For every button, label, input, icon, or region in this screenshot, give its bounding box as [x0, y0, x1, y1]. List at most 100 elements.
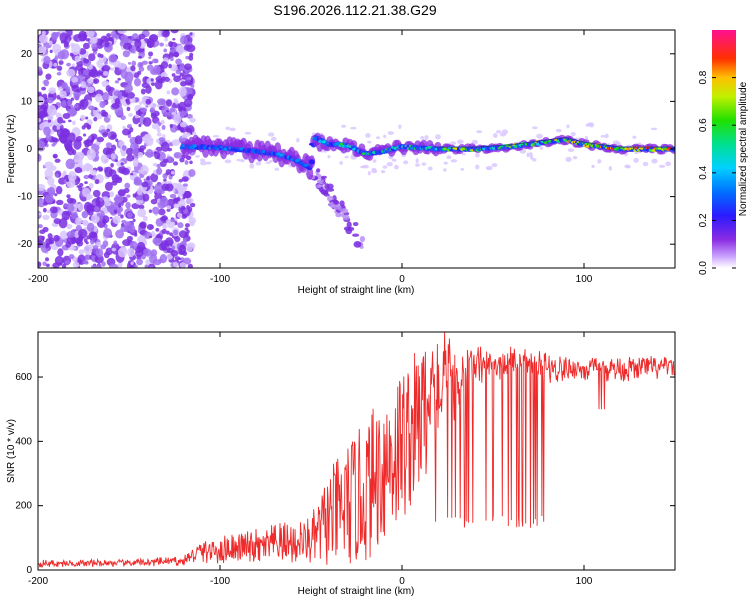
- snr-x-tick-label: -200: [28, 576, 48, 587]
- spectrogram-noise-blob: [72, 261, 80, 268]
- spectrogram-noise-blob: [91, 43, 98, 50]
- spectrogram-noise-blob: [38, 110, 46, 119]
- spectrogram-noise-blob: [66, 230, 76, 238]
- spectrogram-noise-blob: [415, 163, 420, 167]
- spectrogram-noise-blob: [587, 122, 594, 126]
- spectrogram-noise-blob: [183, 190, 192, 199]
- spectrogram-noise-blob: [114, 97, 121, 105]
- spectrogram-noise-blob: [632, 135, 637, 139]
- spectrogram-noise-blob: [382, 165, 388, 169]
- snr-y-tick-label: 0: [26, 565, 32, 576]
- colorbar-tick-label: 0.6: [698, 118, 709, 132]
- spectrogram-noise-blob: [443, 161, 448, 165]
- spectrogram-noise-blob: [56, 71, 62, 76]
- spectrogram-noise-blob: [87, 86, 95, 94]
- spectrogram-noise-blob: [89, 68, 99, 78]
- spectrogram-noise-blob: [145, 105, 149, 108]
- spectrogram-noise-blob: [165, 230, 170, 235]
- spectrogram-noise-blob: [187, 93, 194, 101]
- spectrogram-noise-blob: [121, 219, 127, 224]
- spectrogram-noise-blob: [57, 116, 64, 124]
- spectrogram-noise-blob: [166, 208, 171, 212]
- spectrogram-noise-blob: [98, 167, 104, 172]
- spectrogram-noise-blob: [526, 152, 530, 158]
- spectrogram-noise-blob: [66, 202, 75, 213]
- snr-x-tick-label: -100: [210, 576, 230, 587]
- spectrogram-noise-blob: [572, 155, 578, 160]
- spectrogram-noise-blob: [150, 78, 154, 82]
- spectrogram-noise-blob: [58, 177, 67, 185]
- spectrogram-noise-blob: [182, 183, 188, 187]
- spectrogram-noise-blob: [229, 127, 236, 132]
- spectrogram-tail-blob: [342, 214, 350, 220]
- spectrogram-noise-blob: [125, 201, 131, 209]
- spectrogram-noise-blob: [443, 168, 447, 172]
- spectrogram-noise-blob: [73, 104, 79, 109]
- spectrogram-noise-blob: [153, 68, 157, 73]
- spectrogram-y-axis-label: Frequency (Hz): [6, 115, 17, 184]
- spectrogram-noise-blob: [45, 194, 54, 204]
- spectrogram-noise-blob: [296, 137, 300, 143]
- snr-x-tick-label: 100: [576, 576, 593, 587]
- spectrogram-noise-blob: [398, 124, 402, 129]
- spectrogram-noise-blob: [130, 172, 134, 176]
- spectrogram-noise-blob: [339, 160, 343, 165]
- spectrogram-noise-blob: [117, 77, 121, 81]
- spectrogram-noise-blob: [49, 206, 58, 214]
- colorbar-label: Normalized spectral amplitude: [738, 81, 749, 216]
- spectrogram-noise-blob: [120, 223, 125, 227]
- spectrogram-noise-blob: [38, 154, 41, 160]
- snr-x-tick-label: 0: [399, 576, 405, 587]
- spectrogram-noise-blob: [205, 161, 212, 165]
- spectrogram-noise-blob: [135, 199, 140, 205]
- spectrogram-noise-blob: [188, 169, 196, 177]
- spectrogram-tail-blob: [315, 184, 322, 189]
- spectrogram-noise-blob: [169, 232, 173, 236]
- spectrogram-noise-blob: [104, 181, 113, 191]
- spectrogram-noise-blob: [104, 61, 108, 65]
- spectrogram-noise-blob: [62, 120, 66, 124]
- spectrogram-noise-blob: [38, 139, 44, 148]
- spectrogram-noise-blob: [92, 245, 99, 250]
- spectrogram-tail-blob: [316, 179, 324, 184]
- spectrogram-noise-blob: [134, 249, 144, 257]
- spectrogram-noise-blob: [566, 124, 570, 129]
- spectrogram-noise-blob: [175, 69, 181, 75]
- spectrogram-noise-blob: [38, 198, 46, 208]
- spectrogram-noise-blob: [150, 112, 157, 119]
- spectrogram-noise-blob: [123, 187, 130, 194]
- spectrogram-noise-blob: [45, 134, 52, 141]
- spectrogram-noise-blob: [164, 186, 169, 190]
- spectrogram-noise-blob: [146, 37, 155, 48]
- spectrogram-noise-blob: [110, 67, 115, 71]
- spectrogram-noise-blob: [101, 80, 110, 88]
- spectrogram-noise-blob: [608, 166, 612, 171]
- spectrogram-noise-blob: [179, 111, 185, 119]
- spectrogram-noise-blob: [162, 134, 166, 138]
- spectrogram-noise-blob: [78, 30, 87, 42]
- spectrogram-noise-blob: [137, 208, 147, 218]
- spectrogram-noise-blob: [665, 161, 671, 167]
- spectrogram-noise-blob: [111, 180, 118, 186]
- spectrogram-noise-blob: [84, 141, 90, 148]
- spectrogram-noise-blob: [104, 166, 113, 178]
- spectrogram-noise-blob: [126, 89, 131, 94]
- spectrogram-noise-blob: [174, 236, 181, 243]
- spectrogram-noise-blob: [532, 158, 537, 162]
- spectrogram-noise-blob: [65, 158, 75, 170]
- spectrogram-noise-blob: [154, 183, 164, 194]
- snr-y-tick-label: 400: [15, 436, 32, 447]
- spectrogram-noise-blob: [117, 203, 122, 208]
- spectrogram-noise-blob: [138, 169, 143, 174]
- spectrogram-noise-blob: [118, 62, 126, 70]
- spectrogram-noise-blob: [82, 42, 90, 50]
- spectrogram-noise-blob: [105, 142, 113, 148]
- spectrogram-noise-blob: [101, 67, 105, 72]
- snr-plot-area: [38, 332, 675, 570]
- colorbar-tick-label: 0.4: [698, 165, 709, 179]
- spectrogram-noise-blob: [184, 160, 189, 165]
- spectrogram-noise-blob: [102, 208, 108, 213]
- spectrogram-noise-blob: [140, 165, 149, 176]
- spectrogram-noise-blob: [139, 145, 147, 151]
